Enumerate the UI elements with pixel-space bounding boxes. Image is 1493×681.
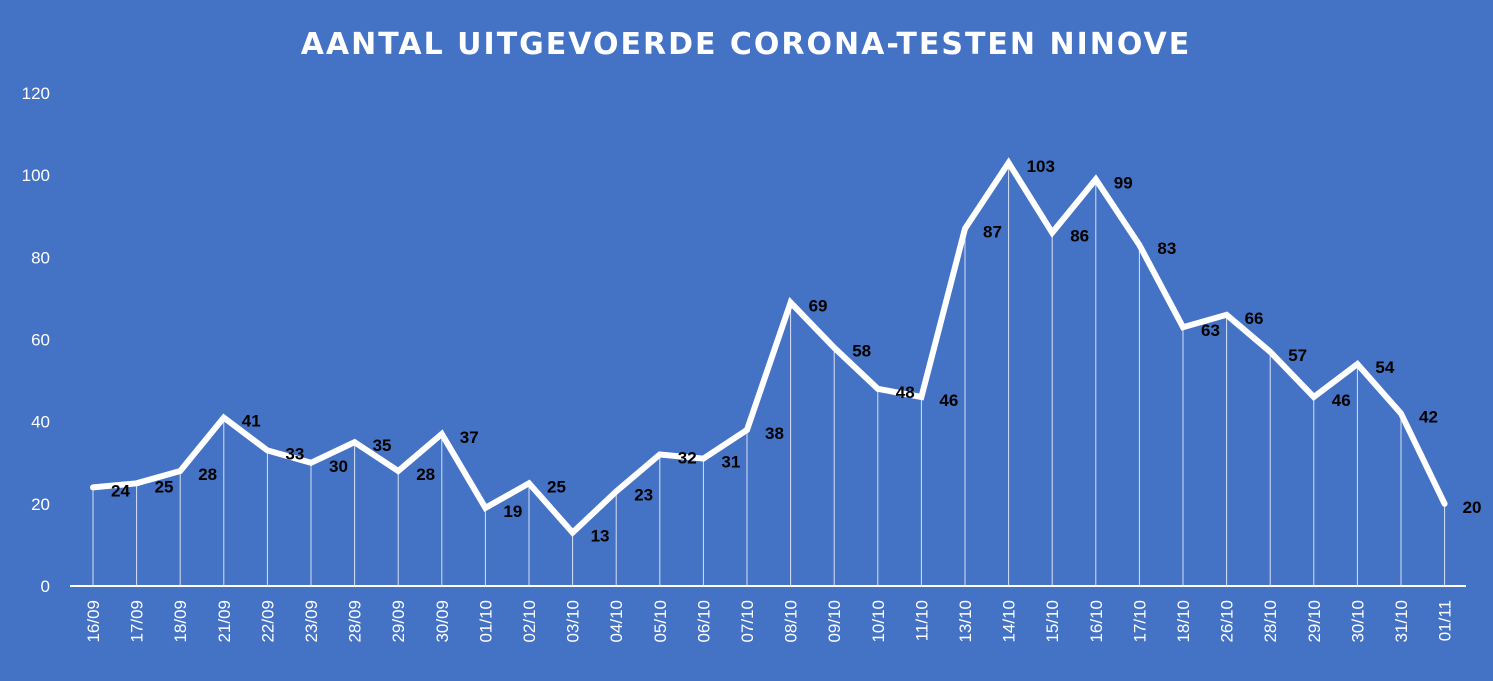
x-tick-label: 16/10 [1087, 600, 1106, 643]
data-label: 46 [939, 391, 958, 410]
x-tick-label: 01/10 [476, 600, 495, 643]
y-tick-label: 20 [31, 495, 50, 514]
x-tick-label: 09/10 [825, 600, 844, 643]
x-tick-label: 07/10 [738, 600, 757, 643]
x-tick-label: 03/10 [564, 600, 583, 643]
data-label: 37 [460, 428, 479, 447]
x-tick-label: 08/10 [782, 600, 801, 643]
data-label: 103 [1027, 157, 1055, 176]
data-label: 33 [285, 444, 304, 463]
x-tick-label: 31/10 [1392, 600, 1411, 643]
y-tick-label: 100 [22, 166, 50, 185]
x-tick-label: 29/09 [389, 600, 408, 643]
chart-title: AANTAL UITGEVOERDE CORONA-TESTEN NINOVE [301, 27, 1192, 62]
data-label: 87 [983, 223, 1002, 242]
data-label: 54 [1375, 358, 1394, 377]
data-label: 23 [634, 486, 653, 505]
data-label: 83 [1157, 239, 1176, 258]
drop-lines [92, 162, 1446, 586]
y-tick-label: 80 [31, 248, 50, 267]
data-label: 30 [329, 457, 348, 476]
data-label: 66 [1245, 309, 1264, 328]
data-label: 25 [155, 477, 174, 496]
series-line [90, 157, 1448, 537]
x-tick-label: 15/10 [1043, 600, 1062, 643]
x-tick-label: 04/10 [607, 600, 626, 643]
x-tick-label: 14/10 [1000, 600, 1019, 643]
data-label: 38 [765, 424, 784, 443]
data-label: 19 [503, 502, 522, 521]
data-label: 13 [591, 527, 610, 546]
data-label: 28 [198, 465, 217, 484]
y-tick-label: 40 [31, 413, 50, 432]
data-label: 31 [721, 453, 740, 472]
x-tick-label: 17/09 [128, 600, 147, 643]
x-tick-label: 18/10 [1174, 600, 1193, 643]
x-tick-label: 13/10 [956, 600, 975, 643]
data-label: 63 [1201, 321, 1220, 340]
x-tick-label: 06/10 [694, 600, 713, 643]
x-axis: 16/09 17/09 18/09 21/09 22/09 23/09 28/09 29/09… [84, 600, 1455, 643]
x-tick-label: 02/10 [520, 600, 539, 643]
data-label: 24 [111, 481, 130, 500]
data-label: 99 [1114, 173, 1133, 192]
data-label: 57 [1288, 346, 1307, 365]
x-tick-label: 21/09 [215, 600, 234, 643]
x-tick-label: 30/09 [433, 600, 452, 643]
x-tick-label: 23/09 [302, 600, 321, 643]
data-label: 48 [896, 383, 915, 402]
data-label: 69 [809, 297, 828, 316]
data-label: 42 [1419, 407, 1438, 426]
x-tick-label: 05/10 [651, 600, 670, 643]
data-label: 86 [1070, 227, 1089, 246]
x-tick-label: 29/10 [1305, 600, 1324, 643]
y-tick-label: 60 [31, 331, 50, 350]
x-tick-label: 28/10 [1261, 600, 1280, 643]
data-label: 20 [1463, 498, 1482, 517]
data-label: 32 [678, 449, 697, 468]
x-tick-label: 18/09 [171, 600, 190, 643]
data-labels: 24 25 28 41 33 30 35 28 37 19 25 13 23 32 31 38 69 58 48 46… [111, 157, 1482, 546]
x-tick-label: 28/09 [346, 600, 365, 643]
data-label: 41 [242, 412, 261, 431]
y-tick-label: 120 [22, 84, 50, 103]
x-tick-label: 11/10 [912, 600, 931, 641]
data-label: 58 [852, 342, 871, 361]
x-tick-label: 22/09 [258, 600, 277, 643]
x-tick-label: 30/10 [1348, 600, 1367, 643]
x-tick-label: 01/11 [1436, 600, 1455, 641]
data-label: 46 [1332, 391, 1351, 410]
x-tick-label: 16/09 [84, 600, 103, 643]
data-label: 28 [416, 465, 435, 484]
x-tick-label: 17/10 [1130, 600, 1149, 643]
y-tick-label: 0 [41, 577, 50, 596]
x-tick-label: 26/10 [1218, 600, 1237, 643]
y-axis: 0 20 40 60 80 100 120 [22, 84, 50, 596]
data-label: 35 [373, 436, 392, 455]
x-tick-label: 10/10 [869, 600, 888, 643]
data-label: 25 [547, 477, 566, 496]
